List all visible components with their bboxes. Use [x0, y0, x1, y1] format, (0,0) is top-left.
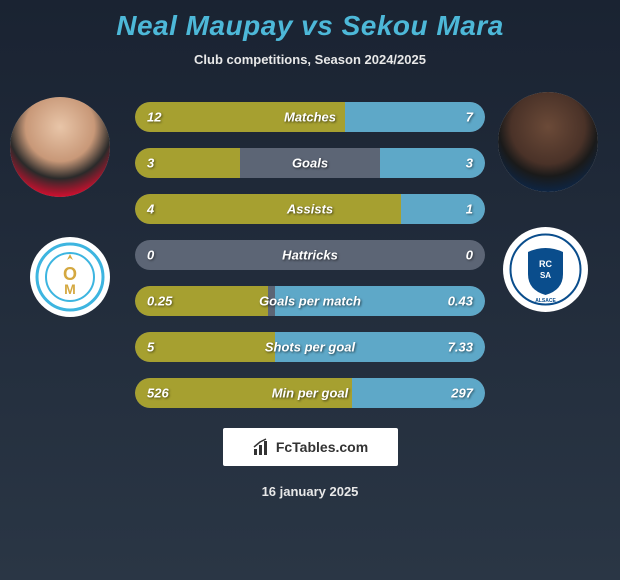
stat-label: Goals: [292, 156, 328, 171]
stat-value-left: 526: [147, 386, 169, 401]
stat-value-right: 0: [466, 248, 473, 263]
chart-icon: [252, 437, 272, 457]
stat-value-right: 7.33: [448, 340, 473, 355]
page-title: Neal Maupay vs Sekou Mara: [0, 10, 620, 42]
player-right-avatar: [498, 92, 598, 192]
stat-value-left: 0: [147, 248, 154, 263]
strasbourg-logo-icon: RC SA ALSACE: [508, 232, 583, 307]
content: O M RC SA ALSACE 12 7 Matches 3 3 Goals 4 1 Assi…: [0, 97, 620, 408]
svg-text:SA: SA: [540, 271, 551, 280]
site-logo: FcTables.com: [223, 428, 398, 466]
stat-value-right: 3: [466, 156, 473, 171]
club-right-badge: RC SA ALSACE: [503, 227, 588, 312]
stat-value-left: 4: [147, 202, 154, 217]
stat-label: Hattricks: [282, 248, 338, 263]
stats-container: 12 7 Matches 3 3 Goals 4 1 Assists 0 0 Hattricks 0.2…: [135, 97, 485, 408]
site-name: FcTables.com: [276, 439, 368, 455]
stat-bar-right: [345, 102, 485, 132]
stat-value-right: 0.43: [448, 294, 473, 309]
page-subtitle: Club competitions, Season 2024/2025: [0, 52, 620, 67]
header: Neal Maupay vs Sekou Mara Club competiti…: [0, 0, 620, 67]
svg-text:ALSACE: ALSACE: [535, 298, 556, 304]
svg-text:RC: RC: [539, 259, 552, 269]
stat-row: 0 0 Hattricks: [135, 240, 485, 270]
stat-value-right: 1: [466, 202, 473, 217]
stat-row: 3 3 Goals: [135, 148, 485, 178]
stat-value-right: 7: [466, 110, 473, 125]
stat-row: 0.25 0.43 Goals per match: [135, 286, 485, 316]
stat-label: Goals per match: [259, 294, 361, 309]
stat-value-left: 3: [147, 156, 154, 171]
stat-bar-left: [135, 332, 275, 362]
svg-text:M: M: [64, 281, 76, 297]
stat-label: Shots per goal: [265, 340, 355, 355]
stat-label: Min per goal: [272, 386, 349, 401]
stat-value-right: 297: [451, 386, 473, 401]
stat-row: 5 7.33 Shots per goal: [135, 332, 485, 362]
stat-bar-left: [135, 194, 401, 224]
stat-row: 4 1 Assists: [135, 194, 485, 224]
club-left-badge: O M: [30, 237, 110, 317]
stat-value-left: 12: [147, 110, 161, 125]
player-left-avatar: [10, 97, 110, 197]
marseille-logo-icon: O M: [35, 242, 105, 312]
stat-label: Assists: [287, 202, 333, 217]
stat-row: 12 7 Matches: [135, 102, 485, 132]
stat-row: 526 297 Min per goal: [135, 378, 485, 408]
stat-value-left: 5: [147, 340, 154, 355]
stat-value-left: 0.25: [147, 294, 172, 309]
stat-label: Matches: [284, 110, 336, 125]
footer-date: 16 january 2025: [0, 484, 620, 499]
